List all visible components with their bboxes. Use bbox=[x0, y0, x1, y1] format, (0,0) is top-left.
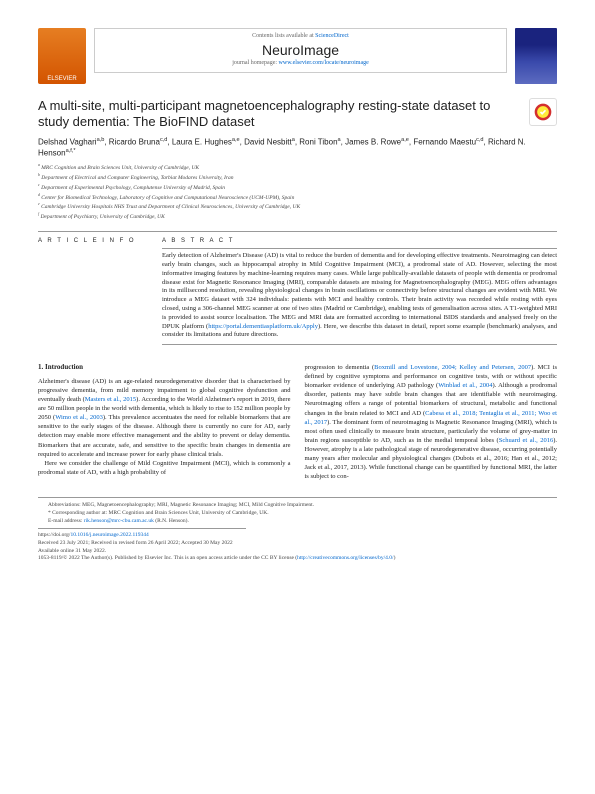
article-title: A multi-site, multi-participant magnetoe… bbox=[38, 98, 521, 131]
journal-name: NeuroImage bbox=[95, 42, 506, 58]
corresponding-author: * Corresponding author at: MRC Cognition… bbox=[48, 510, 557, 518]
journal-cover-image bbox=[515, 28, 557, 84]
header: ELSEVIER Contents lists available at Sci… bbox=[38, 28, 557, 84]
abstract-link[interactable]: https://portal.dementiasplatform.uk/Appl… bbox=[208, 323, 318, 330]
received-dates: Received 23 July 2021; Received in revis… bbox=[38, 540, 557, 548]
contents-prefix: Contents lists available at bbox=[252, 33, 315, 39]
license-link[interactable]: http://creativecommons.org/licenses/by/4… bbox=[297, 555, 393, 561]
header-center: Contents lists available at ScienceDirec… bbox=[94, 28, 507, 73]
email-link[interactable]: rik.henson@mrc-cbu.cam.ac.uk bbox=[84, 518, 154, 524]
footnotes: Abbreviations: MEG, Magnetoencephalograp… bbox=[38, 497, 557, 563]
doi-link[interactable]: 10.1016/j.neuroimage.2022.119344 bbox=[70, 532, 148, 538]
crossmark-badge[interactable] bbox=[529, 98, 557, 126]
abstract-text: Early detection of Alzheimer's Disease (… bbox=[162, 252, 557, 340]
abstract-label: A B S T R A C T bbox=[162, 238, 557, 244]
intro-heading: 1. Introduction bbox=[38, 363, 291, 373]
article-info-label: A R T I C L E I N F O bbox=[38, 238, 148, 244]
abbreviations: Abbreviations: MEG, Magnetoencephalograp… bbox=[48, 502, 557, 510]
homepage-prefix: journal homepage: bbox=[232, 60, 278, 66]
sciencedirect-link[interactable]: ScienceDirect bbox=[315, 33, 349, 39]
intro-col1: Alzheimer's disease (AD) is an age-relat… bbox=[38, 377, 291, 477]
intro-col2: progression to dementia (Boxmill and Lov… bbox=[305, 363, 558, 481]
publisher-logo: ELSEVIER bbox=[38, 28, 86, 84]
homepage-link[interactable]: www.elsevier.com/locate/neuroimage bbox=[279, 60, 369, 66]
affiliations: a MRC Cognition and Brain Sciences Unit,… bbox=[38, 163, 557, 221]
authors: Delshad Vagharia,b, Ricardo Brunac,d, La… bbox=[38, 137, 557, 160]
